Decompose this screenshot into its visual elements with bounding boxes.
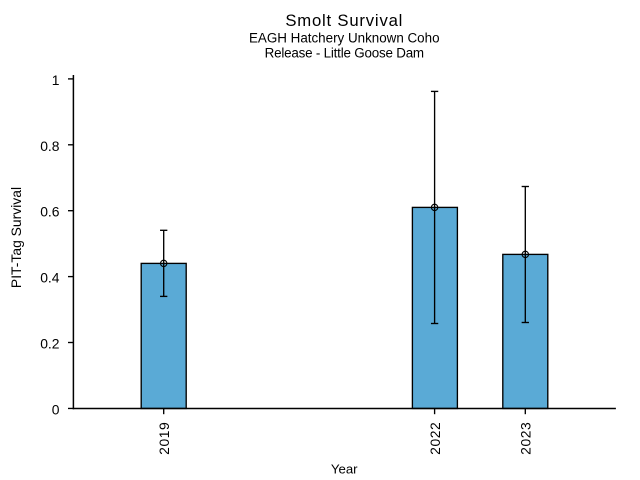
svg-text:EAGH Hatchery Unknown Coho: EAGH Hatchery Unknown Coho [249,31,440,46]
svg-text:0.6: 0.6 [40,204,60,220]
svg-text:0.2: 0.2 [40,336,60,352]
svg-text:2019: 2019 [156,422,172,455]
svg-text:Year: Year [331,462,358,477]
svg-text:1: 1 [52,72,60,88]
svg-text:PIT-Tag Survival: PIT-Tag Survival [8,187,24,288]
svg-text:0.8: 0.8 [40,138,60,154]
svg-text:2023: 2023 [518,422,534,455]
svg-text:Release - Little Goose Dam: Release - Little Goose Dam [265,45,424,60]
svg-text:2022: 2022 [427,422,443,455]
svg-text:0: 0 [52,401,60,417]
svg-text:Smolt Survival: Smolt Survival [285,11,403,30]
svg-text:0.4: 0.4 [40,270,60,286]
